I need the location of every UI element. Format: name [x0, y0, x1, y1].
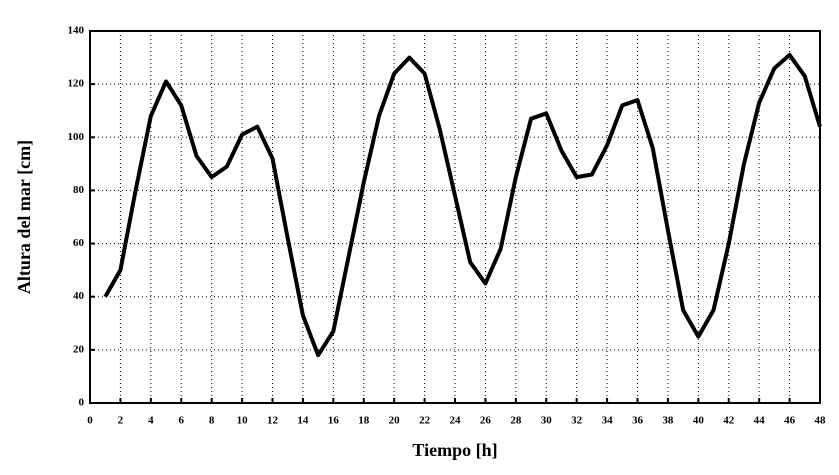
x-tick-label: 48	[815, 415, 827, 427]
x-tick-label: 32	[571, 415, 583, 427]
x-tick-label: 22	[419, 415, 431, 427]
x-tick-label: 38	[662, 415, 674, 427]
y-tick-label: 100	[68, 131, 85, 143]
x-tick-label: 44	[754, 415, 766, 427]
x-tick-label: 30	[541, 415, 553, 427]
y-tick-label: 60	[73, 237, 85, 249]
x-tick-label: 28	[510, 415, 522, 427]
x-tick-label: 4	[148, 415, 154, 427]
x-tick-label: 26	[480, 415, 492, 427]
x-tick-label: 0	[87, 415, 93, 427]
x-tick-label: 2	[118, 415, 124, 427]
y-tick-label: 0	[79, 397, 85, 409]
x-tick-label: 14	[297, 415, 309, 427]
plot-frame	[89, 30, 821, 404]
x-tick-label: 42	[723, 415, 735, 427]
y-tick-label: 40	[73, 290, 85, 302]
x-tick-label: 24	[450, 415, 462, 427]
data-line	[103, 52, 822, 358]
x-tick-label: 36	[632, 415, 644, 427]
x-tick-label: 34	[602, 415, 614, 427]
x-tick-label: 20	[389, 415, 401, 427]
x-tick-label: 12	[267, 415, 279, 427]
x-tick-label: 18	[358, 415, 370, 427]
x-tick-label: 16	[328, 415, 340, 427]
y-tick-label: 80	[73, 184, 85, 196]
x-tick-label: 46	[784, 415, 796, 427]
y-tick-label: 20	[73, 343, 85, 355]
y-axis-label: Altura del mar [cm]	[14, 140, 34, 294]
x-axis-label: Tiempo [h]	[412, 440, 497, 460]
x-tick-label: 8	[209, 415, 215, 427]
y-tick-label: 120	[68, 78, 85, 90]
x-tick-label: 10	[237, 415, 249, 427]
y-tick-label: 140	[68, 25, 85, 37]
x-tick-label: 6	[179, 415, 185, 427]
x-tick-label: 40	[693, 415, 705, 427]
